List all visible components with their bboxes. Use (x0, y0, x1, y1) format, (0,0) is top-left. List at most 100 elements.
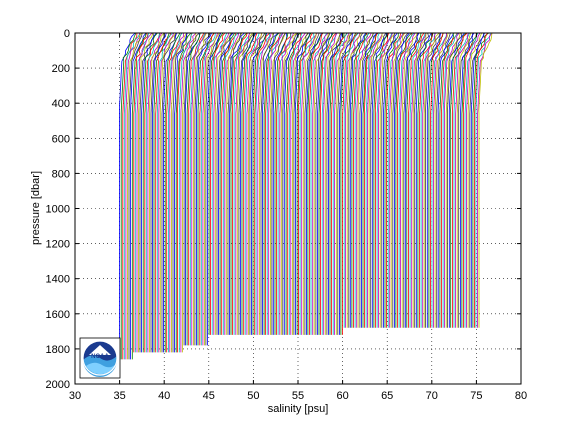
y-tick-label: 800 (52, 168, 70, 180)
profile-line (331, 32, 348, 335)
profile-line (211, 32, 228, 335)
profile-line (183, 32, 200, 346)
profile-line (329, 32, 345, 335)
profile-line (348, 32, 364, 328)
profile-line (192, 32, 207, 346)
profile-line (150, 33, 165, 353)
profile-line (317, 32, 333, 335)
y-tick-label: 600 (52, 133, 70, 145)
profile-line (294, 33, 310, 335)
profile-line (271, 32, 287, 335)
profile-line (283, 32, 299, 335)
profile-line (398, 32, 415, 328)
profile-line (474, 32, 488, 328)
profile-line (172, 32, 188, 353)
profile-line (203, 32, 220, 346)
y-tick-label: 1000 (46, 204, 70, 216)
profile-line (199, 32, 215, 346)
profile-line (169, 32, 184, 353)
profile-line (455, 32, 469, 328)
profile-line (379, 32, 396, 328)
profile-line (232, 32, 248, 335)
profile-line (443, 32, 460, 328)
profile-line (276, 33, 291, 335)
profile-line (462, 32, 478, 328)
profile-line (123, 32, 141, 360)
profile-line (167, 32, 183, 353)
profile-line (287, 32, 302, 335)
profile-line (236, 32, 253, 335)
profile-line (403, 32, 419, 328)
profile-line (365, 32, 380, 328)
profile-line (263, 32, 280, 335)
x-tick-label: 70 (426, 390, 438, 402)
y-tick-label: 1200 (46, 239, 70, 251)
profile-line (191, 32, 207, 346)
profile-line (406, 32, 422, 328)
profile-line (118, 32, 136, 360)
profile-line (439, 32, 454, 328)
profile-line (456, 32, 472, 328)
profile-line (423, 32, 440, 328)
profile-line (313, 32, 329, 335)
profile-line (128, 32, 143, 360)
profile-line (426, 32, 441, 328)
profile-line (447, 32, 463, 328)
profile-line (464, 32, 479, 328)
profile-line (370, 32, 387, 328)
profile-line (359, 32, 374, 328)
profile-line (139, 32, 155, 353)
profile-line (163, 32, 177, 353)
profile-line (127, 32, 142, 360)
y-tick-label: 1600 (46, 309, 70, 321)
profile-line (430, 32, 444, 328)
profile-line (387, 32, 404, 328)
profile-line (470, 32, 485, 328)
profile-line (164, 32, 181, 353)
profile-line (466, 32, 481, 328)
profile-line (249, 32, 266, 335)
profile-line (361, 32, 378, 328)
profile-line (396, 32, 413, 328)
profile-line (258, 32, 274, 335)
profile-line (469, 32, 485, 328)
profile-line (170, 32, 188, 353)
profile-line (315, 32, 331, 335)
profile-line (451, 32, 468, 328)
profile-line (133, 32, 148, 353)
noaa-logo-text: NOAA (91, 354, 109, 360)
profile-line (299, 32, 315, 335)
profile-line (229, 32, 245, 335)
profile-line (277, 32, 292, 335)
profile-line (166, 32, 182, 353)
profile-line (182, 32, 197, 353)
profile-line (349, 32, 367, 328)
profile-line (216, 32, 233, 335)
profile-line (327, 32, 343, 335)
profile-line (371, 32, 387, 328)
profile-line (279, 32, 295, 335)
profile-line (213, 32, 230, 335)
profile-line (200, 32, 216, 346)
noaa-logo: NOAA (79, 337, 121, 379)
profile-line (346, 32, 361, 328)
axis-ticks: 30 35 40 45 50 55 60 65 70 75 80020040060080010001… (46, 28, 528, 402)
profile-line (389, 32, 405, 328)
profile-line (296, 32, 312, 335)
profile-line (274, 32, 289, 335)
profile-line (290, 32, 306, 335)
profile-line (308, 32, 323, 335)
profile-line (222, 32, 239, 335)
x-tick-label: 50 (247, 390, 259, 402)
profile-line (155, 32, 172, 353)
profile-line (440, 32, 458, 328)
profile-line (214, 32, 232, 335)
profile-line (136, 32, 153, 353)
profile-line (342, 32, 359, 335)
profile-line (334, 32, 350, 335)
profile-line (189, 32, 206, 346)
y-tick-label: 1800 (46, 344, 70, 356)
profile-line (450, 32, 467, 328)
profile-line (467, 32, 482, 328)
profile-line (244, 32, 260, 335)
